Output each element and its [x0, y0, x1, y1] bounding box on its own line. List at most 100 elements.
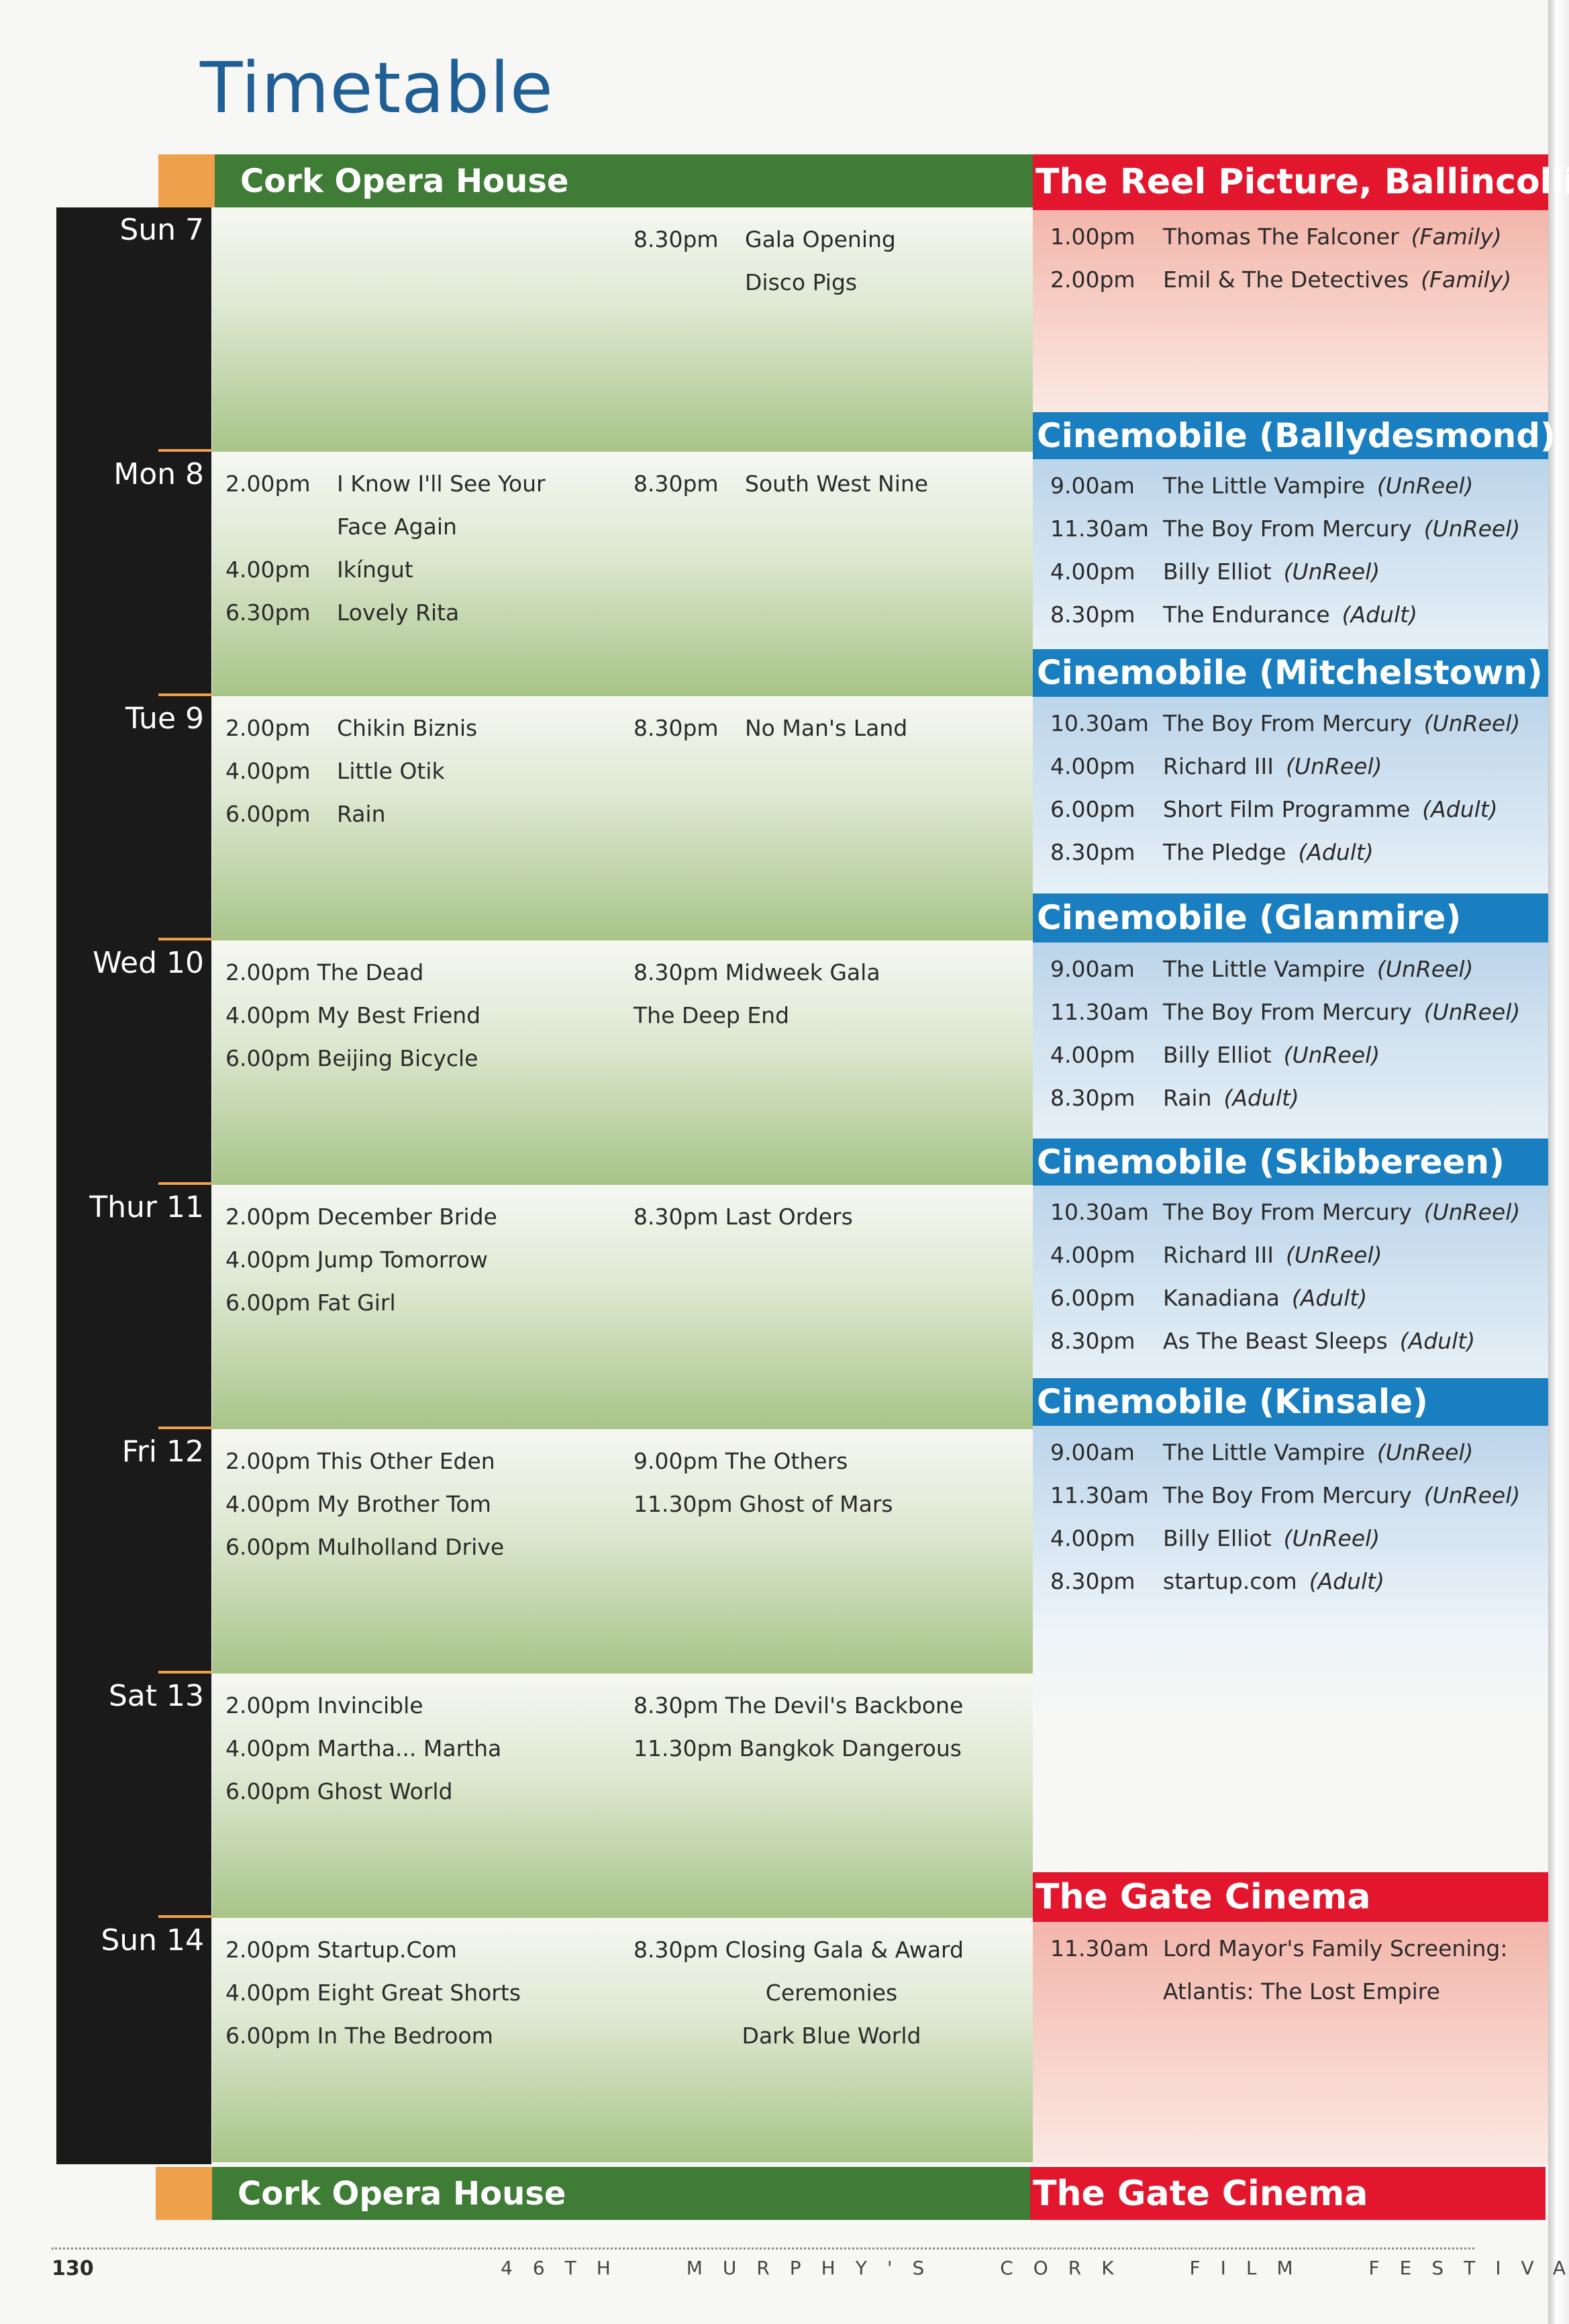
day-row: 2.00pm Startup.Com 4.00pm Eight Great Short… [212, 1918, 1033, 2162]
screening-title: startup.com [1163, 1568, 1297, 1594]
screening-time: 8.30pm [634, 1692, 719, 1718]
screening-time: 8.30pm [634, 715, 719, 741]
screening-entry: 2.00pm Emil & The Detectives (Family) [1033, 258, 1548, 301]
screening-category: (UnReel) [1423, 710, 1521, 736]
screening-category: (UnReel) [1286, 1242, 1382, 1268]
screening-category: (UnReel) [1423, 999, 1521, 1025]
screening-entry: 6.00pm Kanadiana (Adult) [1033, 1277, 1548, 1320]
screening-entry: 11.30am The Boy From Mercury (UnReel) [1033, 1474, 1548, 1517]
screening-category: (Adult) [1291, 1285, 1368, 1311]
venue-header: The Reel Picture, Ballincollig [1033, 154, 1569, 210]
venue-screenings: 9.00am The Little Vampire (UnReel) 11.30am T… [1033, 1426, 1548, 1721]
screening-entry: 4.00pm Billy Elliot (UnReel) [1033, 1034, 1548, 1077]
screening-entry: 2.00pm Chikin Biznis [225, 707, 601, 750]
screening-title: Ceremonies [765, 1980, 898, 2006]
screening-category: (UnReel) [1283, 559, 1380, 585]
screening-entry: 4.00pm My Brother Tom [225, 1483, 601, 1526]
day-tick [158, 205, 212, 207]
screening-category: (Adult) [1399, 1328, 1476, 1354]
day-tick [158, 1182, 212, 1185]
screening-time: 6.00pm [1050, 796, 1135, 822]
screening-title: Emil & The Detectives [1163, 267, 1409, 293]
screening-title: Bangkok Dangerous [739, 1735, 962, 1761]
screening-column-left: 2.00pm December Bride 4.00pm Jump Tomorrow 6… [225, 1196, 601, 1324]
screening-title: Atlantis: The Lost Empire [1163, 1978, 1440, 2004]
screening-title: Rain [1163, 1085, 1212, 1111]
screening-category: (Adult) [1342, 601, 1417, 628]
screening-entry: The Deep End [634, 994, 1029, 1037]
screening-title: Billy Elliot [1163, 1525, 1272, 1551]
screening-title: The Deep End [634, 1002, 790, 1028]
screening-title: Thomas The Falconer [1163, 224, 1399, 250]
screening-entry: 8.30pm startup.com (Adult) [1033, 1560, 1548, 1603]
screening-entry: 6.00pm Rain [225, 793, 601, 836]
screening-entry: 4.00pm Little Otik [225, 750, 601, 793]
screening-entry: 11.30am Lord Mayor's Family Screening: [1033, 1927, 1548, 1970]
screening-entry: 8.30pm The Endurance (Adult) [1033, 593, 1548, 636]
screening-entry: Ceremonies [634, 1972, 1029, 2015]
screening-time [634, 261, 745, 304]
screening-title: In The Bedroom [317, 2023, 493, 2049]
screening-time: 2.00pm [225, 1692, 311, 1718]
venue-screenings: 10.30am The Boy From Mercury (UnReel) 4.00p… [1033, 1185, 1548, 1378]
screening-title: The Little Vampire [1163, 473, 1365, 499]
venue-header: Cinemobile (Kinsale) [1033, 1378, 1548, 1426]
screening-time: 11.30am [1050, 516, 1149, 542]
screening-title: Richard III [1163, 753, 1274, 779]
screening-entry: 8.30pm Rain (Adult) [1033, 1077, 1548, 1120]
screening-time: 8.30pm [634, 1937, 719, 1963]
day-tick [158, 693, 212, 696]
screening-time: 6.00pm [225, 1534, 311, 1560]
screening-time: 8.30pm [634, 226, 719, 252]
screening-title: December Bride [317, 1204, 497, 1230]
screening-entry: Disco Pigs [634, 261, 1029, 304]
screening-time: 6.00pm [225, 1778, 311, 1804]
screening-category: (Adult) [1309, 1568, 1384, 1594]
screening-entry: 4.00pm Ikíngut [225, 548, 601, 591]
day-tick [158, 449, 212, 452]
venue-header: Cinemobile (Glanmire) [1033, 893, 1548, 942]
screening-title: Short Film Programme [1163, 796, 1411, 822]
screening-column-right: 9.00pm The Others 11.30pm Ghost of Mars [634, 1440, 1029, 1526]
screening-column-left: 2.00pm I Know I'll See Your Face Again 4.0… [225, 463, 601, 634]
screening-column-right: 8.30pm Midweek Gala The Deep End [634, 951, 1029, 1037]
screening-title: Jump Tomorrow [317, 1247, 488, 1273]
screening-title: Gala Opening [745, 226, 896, 252]
screening-column-right: 8.30pm Closing Gala & Award Ceremonies Dark… [634, 1929, 1029, 2057]
screening-title: South West Nine [745, 471, 929, 497]
venue-header: Cinemobile (Mitchelstown) [1033, 649, 1548, 697]
screening-time [1033, 1970, 1163, 2013]
screening-category: (UnReel) [1423, 1482, 1521, 1508]
screening-time: 4.00pm [225, 758, 311, 784]
screening-entry: 8.30pm Last Orders [634, 1196, 1029, 1239]
screening-time: 4.00pm [225, 1002, 311, 1028]
day-label: Sun 7 [119, 213, 204, 247]
screening-entry: 8.30pm As The Beast Sleeps (Adult) [1033, 1320, 1548, 1363]
screening-category: (Family) [1421, 267, 1512, 293]
screening-column-left: 2.00pm The Dead 4.00pm My Best Friend 6.00pm… [225, 951, 601, 1080]
screening-time: 11.30am [1050, 1935, 1149, 1962]
screening-entry: 6.00pm Mulholland Drive [225, 1526, 601, 1569]
screening-category: (UnReel) [1423, 1199, 1521, 1225]
screening-entry: 6.00pm Ghost World [225, 1770, 601, 1813]
screening-column-right: 8.30pm Gala Opening Disco Pigs [634, 218, 1029, 304]
screening-entry: 4.00pm Richard III (UnReel) [1033, 745, 1548, 788]
screening-column-right: 8.30pm The Devil's Backbone 11.30pm Bangkok… [634, 1684, 1029, 1770]
screening-time: 4.00pm [225, 1247, 311, 1273]
screening-entry: 6.00pm Short Film Programme (Adult) [1033, 788, 1548, 831]
screening-entry: 4.00pm Martha... Martha [225, 1727, 601, 1770]
screening-title: Billy Elliot [1163, 1042, 1272, 1068]
day-row: 2.00pm Invincible 4.00pm Martha... Martha 6.… [212, 1674, 1033, 1918]
screening-title: My Best Friend [317, 1002, 481, 1028]
screening-entry: 9.00am The Little Vampire (UnReel) [1033, 948, 1548, 991]
page-number: 130 [52, 2257, 94, 2280]
screening-time: 8.30pm [1050, 601, 1135, 628]
screening-category: (UnReel) [1376, 1439, 1474, 1465]
screening-entry: 6.00pm In The Bedroom [225, 2015, 601, 2057]
screening-entry: 2.00pm This Other Eden [225, 1440, 601, 1483]
screening-column-right: 8.30pm No Man's Land [634, 707, 1029, 750]
screening-title: Ghost of Mars [739, 1491, 893, 1517]
screening-entry: 1.00pm Thomas The Falconer (Family) [1033, 215, 1548, 258]
screening-title: My Brother Tom [317, 1491, 491, 1517]
screening-time: 6.00pm [225, 1045, 311, 1071]
